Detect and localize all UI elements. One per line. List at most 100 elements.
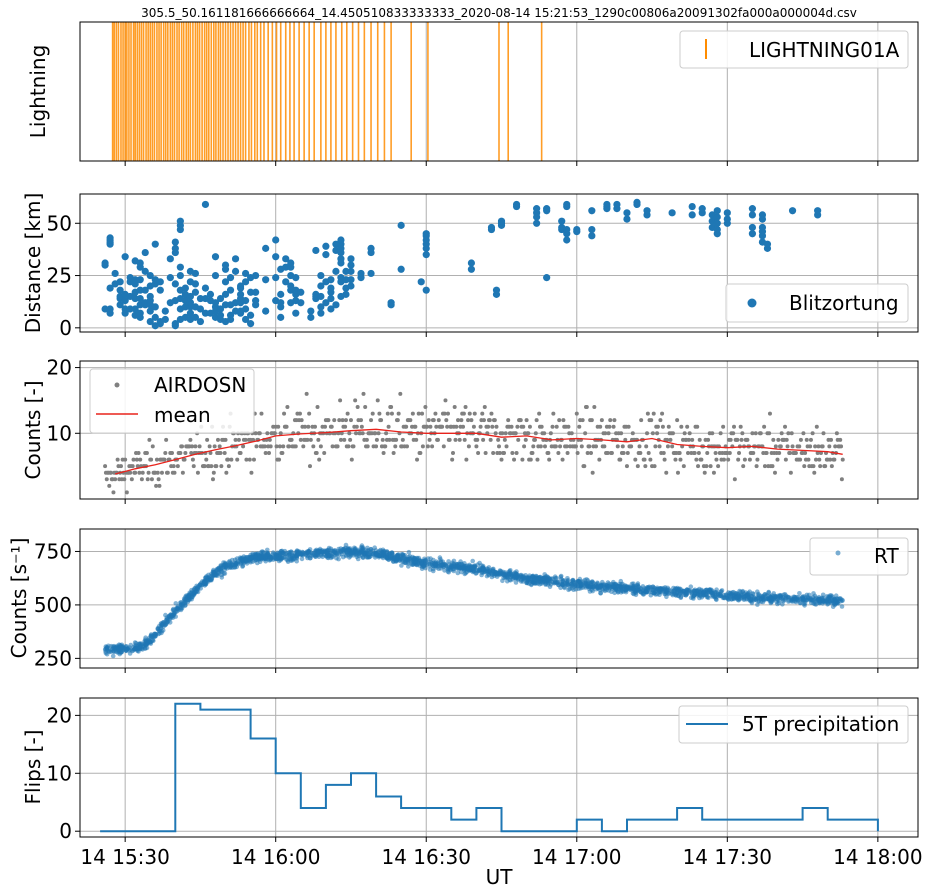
rt-point [438,566,444,571]
airdosn-point [515,424,520,429]
airdosn-point [404,424,409,429]
distance-point [688,202,696,211]
rt-point [294,549,300,554]
distance-point [171,280,179,288]
rt-point [718,592,723,597]
airdosn-point [459,418,464,423]
rt-point [463,564,468,569]
rt-point [291,555,296,561]
airdosn-point [808,437,813,442]
rt-point [131,646,137,652]
rt-point [259,549,265,554]
airdosn-point [481,418,486,423]
airdosn-point [655,424,660,429]
distance-point [231,255,240,263]
airdosn-point [699,457,704,462]
airdosn-point [191,464,196,469]
rt-point [164,617,170,622]
distance-point [141,248,149,257]
airdosn-point [670,444,675,449]
distance-point [467,265,476,273]
airdosn-point [609,451,614,455]
rt-point [176,607,181,613]
rt-point [370,551,376,557]
airdosn-point [728,437,733,442]
airdosn-point [838,437,843,442]
rt-point [792,598,798,604]
distance-point [342,267,350,275]
distance-point [176,217,184,225]
distance-point [186,309,194,317]
airdosn-point [305,437,310,442]
airdosn-point [343,418,348,423]
rt-point [451,558,457,564]
rt-point [821,599,826,604]
airdosn-point [426,418,431,423]
airdosn-legend-box [89,368,255,434]
airdosn-point [687,431,692,436]
airdosn-point [513,431,518,436]
distance-point [763,240,772,248]
distance-point [467,259,476,267]
airdosn-point [599,418,604,423]
rt-point [159,622,165,628]
distance-point [563,236,571,244]
rt-point [248,558,253,564]
distance-point [201,200,210,209]
rt-point [219,575,225,580]
airdosn-point [524,418,529,423]
airdosn-point [369,418,374,423]
airdosn-point [556,451,561,455]
airdosn-point [664,470,669,475]
rt-point [257,559,263,565]
distance-point [121,297,129,305]
rt-point [710,592,715,597]
airdosn-point [655,431,660,436]
rt-point [666,591,671,596]
rt-legend: RT [809,537,909,576]
x-tick-label: 14 17:30 [683,845,772,869]
airdosn-point [512,457,517,462]
airdosn-point [789,431,794,436]
airdosn-point [812,470,817,475]
rt-point [604,587,609,593]
airdosn-point [189,451,194,455]
airdosn-point [313,424,318,429]
airdosn-point [815,451,820,455]
distance-point [196,305,205,313]
distance-legend-label: Blitzortung [789,291,899,315]
distance-point [277,313,285,321]
airdosn-point [243,437,248,442]
rt-point [150,637,156,643]
airdosn-point [115,457,120,462]
distance-point [287,282,295,290]
distance-point [236,282,245,290]
airdosn-point [281,444,286,449]
precip-y-tick-label: 0 [59,819,72,843]
distance-point [623,215,631,223]
rt-point [403,560,409,566]
rt-legend-label: RT [874,544,899,568]
airdosn-point [329,424,334,429]
airdosn-point [681,464,686,469]
airdosn-point [587,444,592,449]
airdosn-point [149,477,154,482]
airdosn-point [391,451,396,455]
airdosn-point [650,431,655,436]
airdosn-point [276,424,281,429]
airdosn-point [373,431,378,436]
distance-point [397,221,405,229]
airdosn-mean-line [114,428,843,475]
rt-point [334,551,340,556]
rt-point [576,583,581,588]
airdosn-point [108,470,113,475]
rt-point [554,576,559,581]
airdosn-point [338,398,343,403]
airdosn-point [747,457,752,462]
rt-point [267,555,273,561]
rt-point [202,575,208,581]
rt-point [455,562,460,568]
airdosn-point [302,424,307,429]
airdosn-point [775,457,780,462]
airdosn-point [128,470,133,475]
